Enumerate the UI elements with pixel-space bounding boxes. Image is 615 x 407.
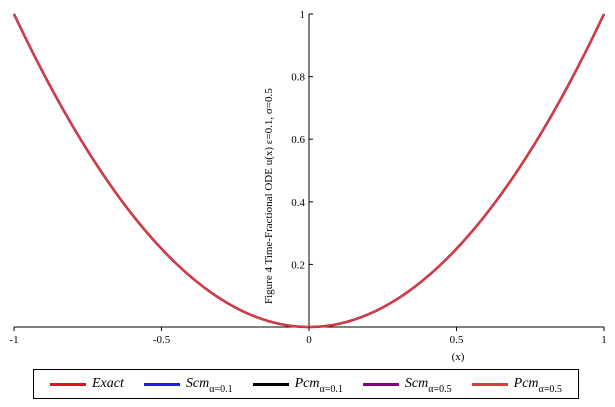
legend-label: Pcmα=0.1 bbox=[294, 376, 343, 395]
x-tick-label: -1 bbox=[9, 334, 18, 346]
x-tick-label: 1 bbox=[601, 334, 607, 346]
legend-swatch bbox=[143, 382, 180, 386]
x-tick-label: 0.5 bbox=[450, 334, 464, 346]
legend-swatch bbox=[252, 382, 289, 386]
legend-subscript: α=0.1 bbox=[209, 384, 233, 395]
legend-item-5: Pcmα=0.5 bbox=[471, 376, 562, 395]
x-tick-label: -0.5 bbox=[153, 334, 171, 346]
legend-subscript: α=0.1 bbox=[319, 384, 343, 395]
legend-item-3: Pcmα=0.1 bbox=[252, 376, 343, 395]
legend-label: Pcmα=0.5 bbox=[513, 376, 562, 395]
legend-item-1: Exact bbox=[50, 376, 124, 392]
legend-subscript: α=0.5 bbox=[538, 384, 562, 395]
axes bbox=[14, 14, 604, 328]
chart-plot: -1 -0.5 0 0.5 1 0.2 0.4 0.6 0.8 1 (x) Figure 4 Ti… bbox=[9, 9, 606, 363]
y-tick-label: 0.8 bbox=[291, 72, 305, 84]
chart-title: Figure 4 Time-Fractional ODE u(x) ε=0.1,… bbox=[263, 88, 275, 304]
legend-swatch bbox=[362, 382, 399, 386]
y-tick-label: 0.6 bbox=[291, 134, 305, 146]
legend-item-4: Scmα=0.5 bbox=[362, 376, 452, 395]
legend-label: Exact bbox=[92, 376, 124, 391]
legend: Exact Scmα=0.1 Pcmα=0.1 Scmα=0.5 Pcmα=0.5 bbox=[33, 369, 579, 399]
legend-swatch bbox=[50, 382, 86, 386]
y-tick-label: 1 bbox=[300, 9, 306, 21]
y-tick-label: 0.4 bbox=[291, 197, 305, 209]
y-tick-label: 0.2 bbox=[291, 259, 305, 271]
x-axis-label: (x) bbox=[452, 351, 465, 363]
x-tick-label: 0 bbox=[306, 334, 312, 346]
legend-label: Scmα=0.1 bbox=[185, 376, 233, 395]
legend-item-2: Scmα=0.1 bbox=[143, 376, 233, 395]
legend-subscript: α=0.5 bbox=[428, 384, 452, 395]
ticks-layer: -1 -0.5 0 0.5 1 0.2 0.4 0.6 0.8 1 bbox=[9, 9, 606, 346]
legend-swatch bbox=[471, 382, 508, 386]
legend-label: Scmα=0.5 bbox=[404, 376, 452, 395]
